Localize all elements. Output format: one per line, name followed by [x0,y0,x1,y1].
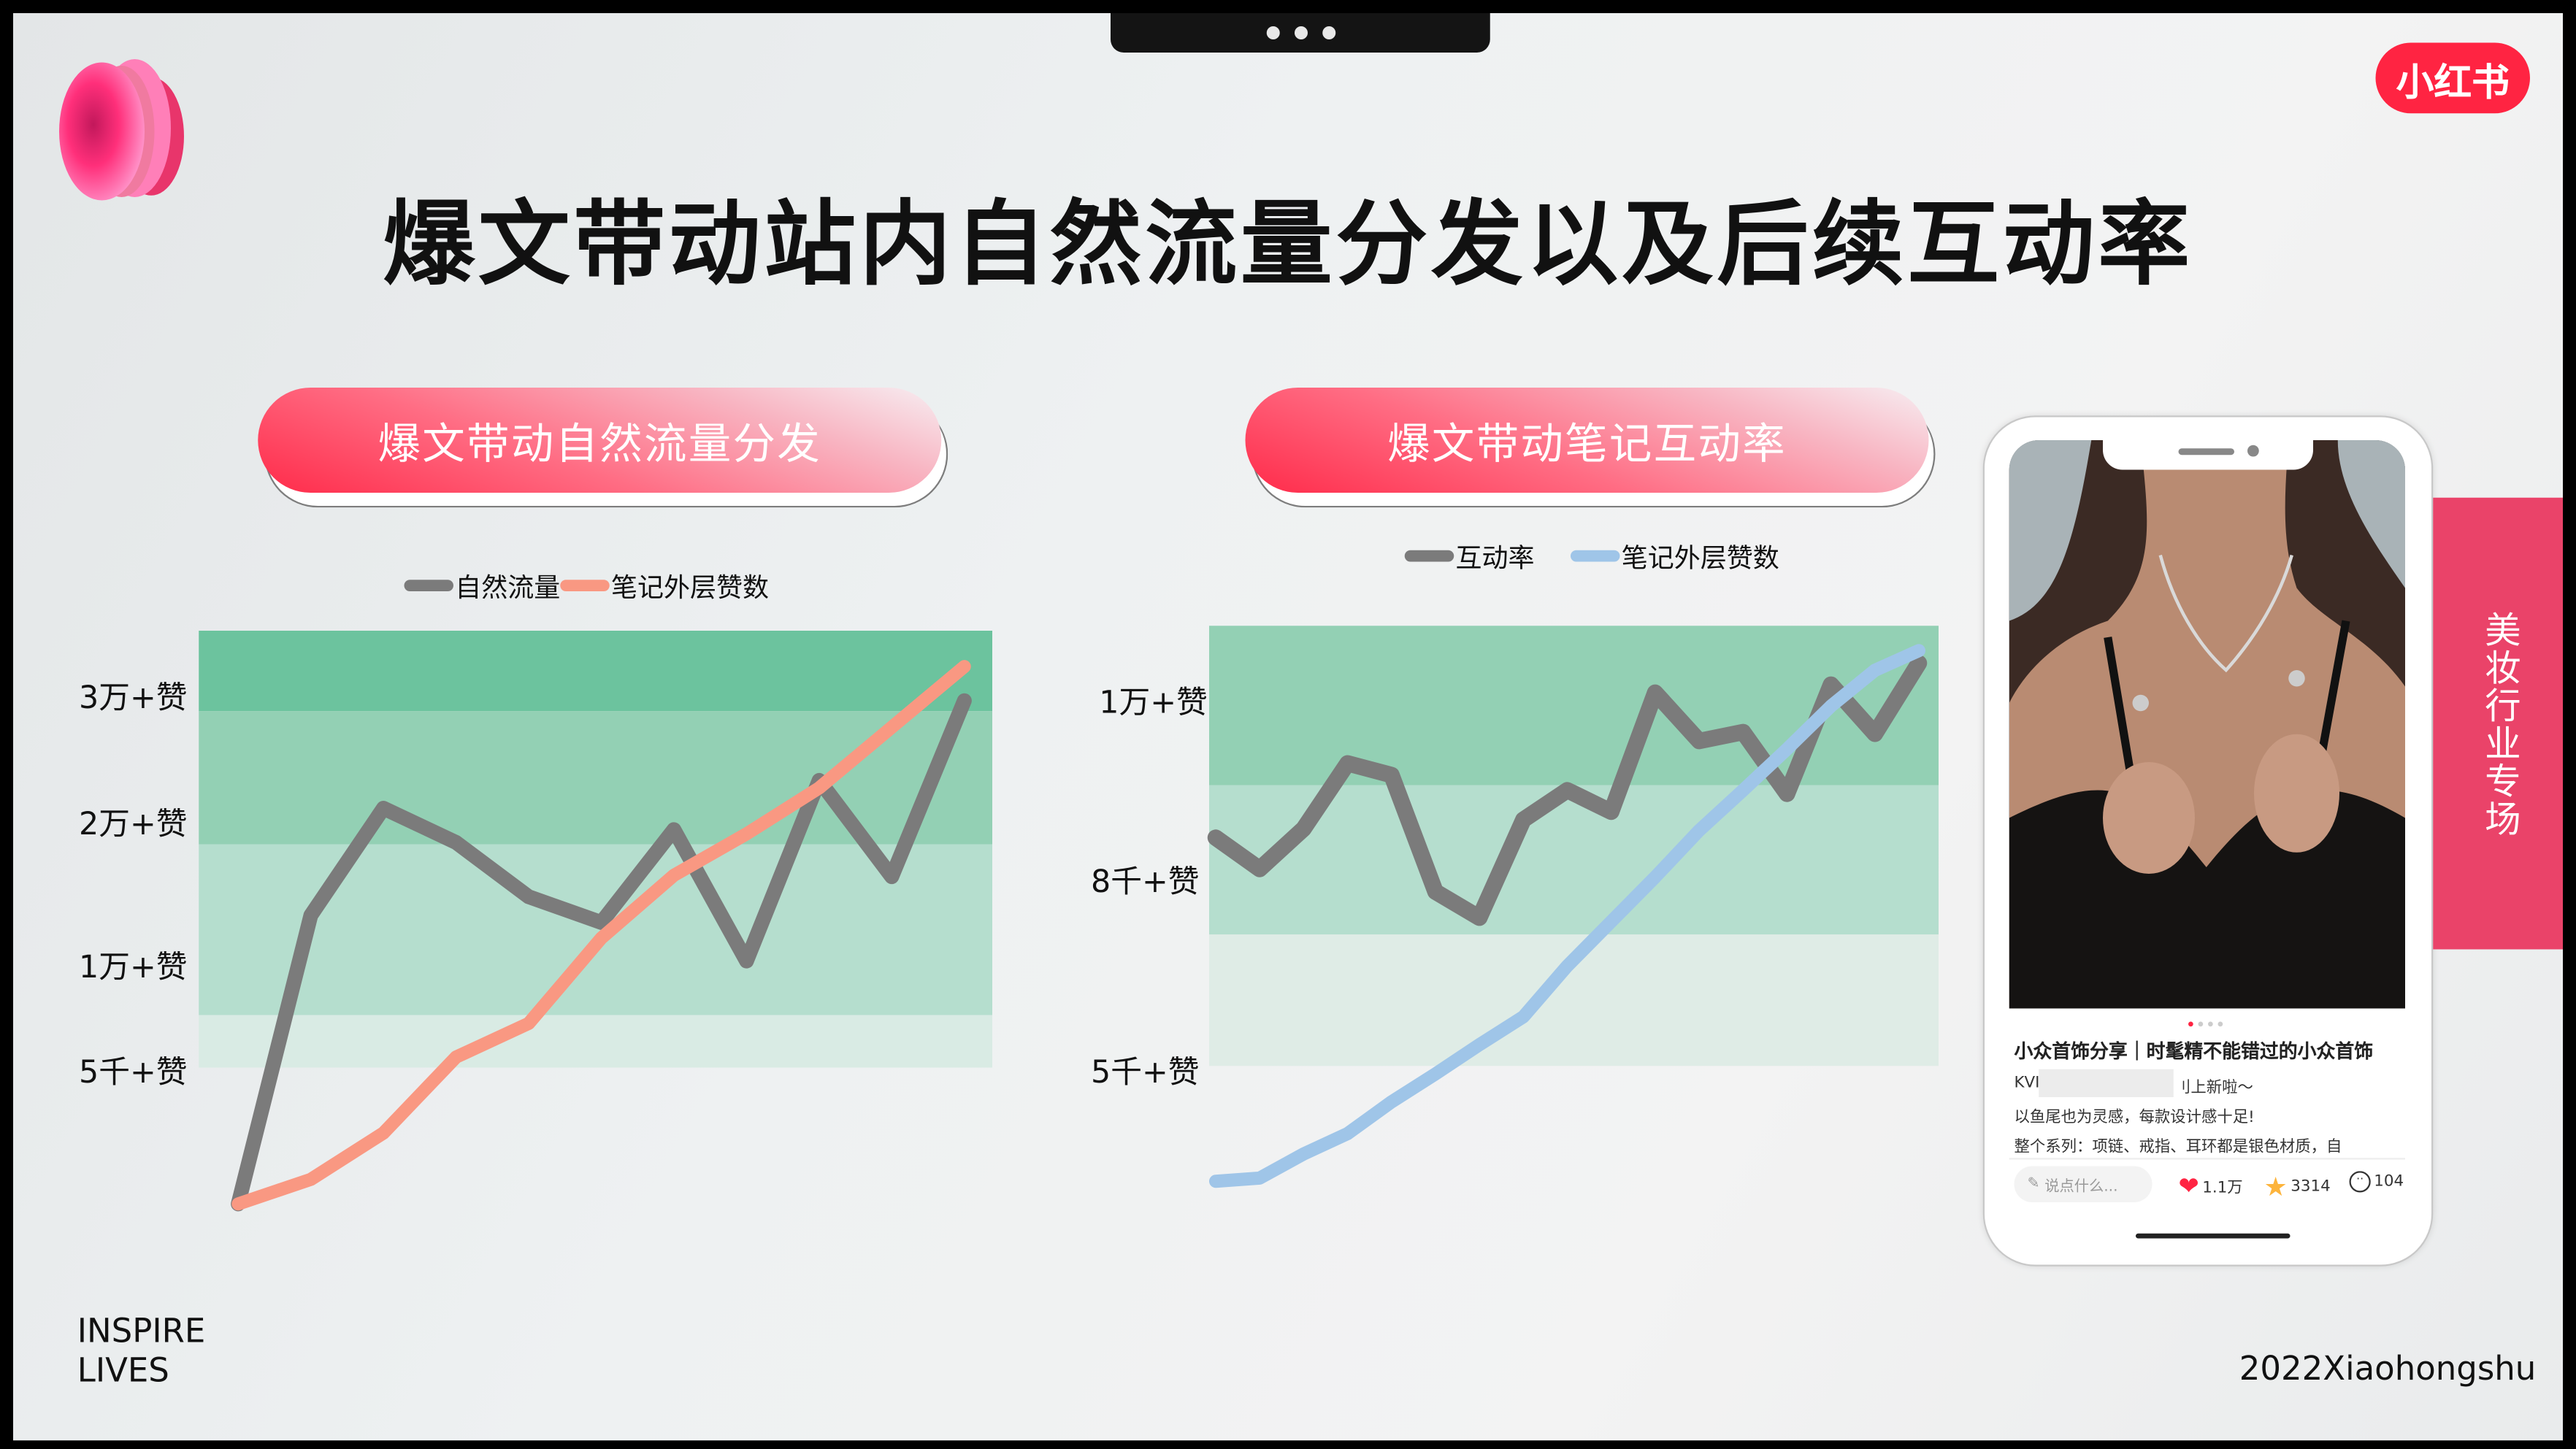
band-top [1209,626,1939,785]
redacted-text [2039,1069,2174,1097]
favorite-count: 3314 [2291,1177,2331,1196]
footer-copyright: 2022Xiaohongshu [2239,1348,2537,1388]
y-tick: 2万+赞 [79,806,188,843]
pencil-icon: ✎ [2027,1176,2040,1193]
band-3 [199,844,992,1015]
band-4 [199,1015,992,1068]
dot-icon [2198,1021,2204,1027]
window-handle[interactable] [1111,13,1490,53]
y-tick: 8千+赞 [1091,864,1200,901]
legend-swatch-blue [1571,549,1620,561]
chart2-header: 爆文带动笔记互动率 [1245,388,1936,510]
legend-label: 互动率 [1455,542,1535,574]
chart1-header-label: 爆文带动自然流量分发 [258,388,942,493]
dot-icon [2208,1021,2213,1027]
favorite-button[interactable]: ★ 3314 [2264,1171,2331,1202]
xiaohongshu-logo: 小红书 [2375,42,2530,114]
like-count: 1.1万 [2202,1179,2243,1198]
legend-label: 自然流量 [455,572,561,603]
y-tick: 3万+赞 [79,680,188,717]
comment-placeholder: 说点什么... [2044,1178,2118,1195]
note-line: 整个系列：项链、戒指、耳环都是银色材质，自 [2014,1138,2342,1156]
band-top [199,631,992,712]
y-tick: 5千+赞 [79,1054,188,1091]
flower-logo-icon [59,59,184,201]
legend-label: 笔记外层赞数 [1621,542,1779,574]
y-tick: 1万+赞 [79,949,188,986]
home-indicator [2136,1233,2291,1239]
y-tick: 5千+赞 [1091,1054,1200,1091]
note-photo[interactable] [2009,440,2405,1009]
dot-icon [1265,26,1279,39]
chart2-legend: 互动率 笔记外层赞数 [1404,536,1779,575]
comment-input[interactable]: ✎ 说点什么... [2014,1166,2153,1202]
band-2 [1209,785,1939,935]
divider [2009,1158,2405,1160]
like-button[interactable]: ❤ 1.1万 [2179,1171,2243,1201]
legend-swatch-orange [560,579,610,591]
page-title: 爆文带动站内自然流量分发以及后续互动率 [383,192,2193,299]
photo-image [2009,440,2405,1009]
legend-swatch-gray [404,579,453,591]
y-tick: 1万+赞 [1099,685,1208,721]
note-title: 小众首饰分享｜时髦精不能错过的小众首饰 [2014,1039,2374,1063]
star-icon: ★ [2263,1171,2288,1202]
side-tab-label: 美妆行业专场 [2433,497,2563,950]
footer-line: INSPIRE [77,1310,206,1350]
chart2-header-label: 爆文带动笔记互动率 [1245,388,1929,493]
note-line: 以鱼尾也为灵感，每款设计感十足! [2014,1108,2255,1127]
comment-icon: ·· [2349,1171,2371,1193]
band-2 [199,711,992,845]
footer-line: LIVES [77,1350,169,1390]
phone-mockup: 小众首饰分享｜时髦精不能错过的小众首饰 KVI 刂上新啦～ 以鱼尾也为灵感，每款… [1982,415,2434,1267]
comment-button[interactable]: ·· 104 [2349,1171,2406,1193]
comment-count: 104 [2374,1172,2404,1191]
note-line-end: 刂上新啦～ [2175,1079,2253,1097]
phone-notch [2103,440,2313,470]
slide: 爆文带动站内自然流量分发以及后续互动率 小红书 爆文带动自然流量分发 自然流量 … [13,13,2563,1441]
dot-icon [2188,1021,2193,1027]
dot-icon [1293,26,1307,39]
band-3 [1209,934,1939,1066]
carousel-dots [2188,1021,2223,1027]
heart-icon: ❤ [2178,1171,2199,1201]
dot-icon [2217,1021,2223,1027]
note-line-start: KVI [2014,1074,2040,1093]
chart1-header: 爆文带动自然流量分发 [258,388,948,510]
legend-swatch-gray [1404,549,1454,561]
legend-label: 笔记外层赞数 [611,572,770,603]
footer-slogan: INSPIRE LIVES [77,1311,206,1390]
chart1-legend: 自然流量 笔记外层赞数 [404,565,770,604]
dot-icon [1322,26,1335,39]
